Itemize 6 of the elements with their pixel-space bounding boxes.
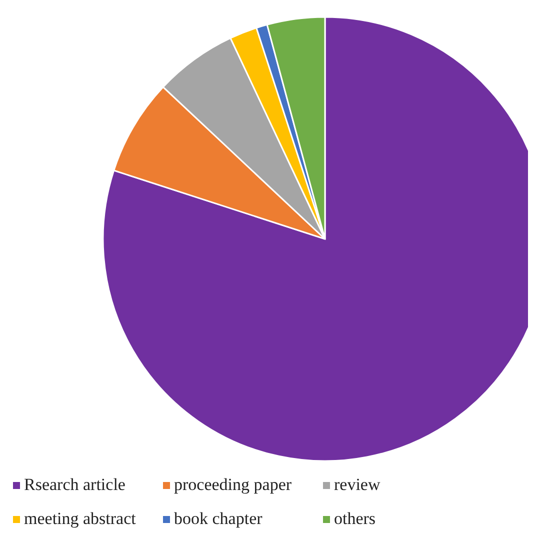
legend-label: review [334,475,380,495]
legend-label: Rsearch article [24,475,126,495]
legend-label: proceeding paper [174,475,292,495]
legend-label: others [334,509,376,529]
legend-label: book chapter [174,509,262,529]
legend-label: meeting abstract [24,509,136,529]
